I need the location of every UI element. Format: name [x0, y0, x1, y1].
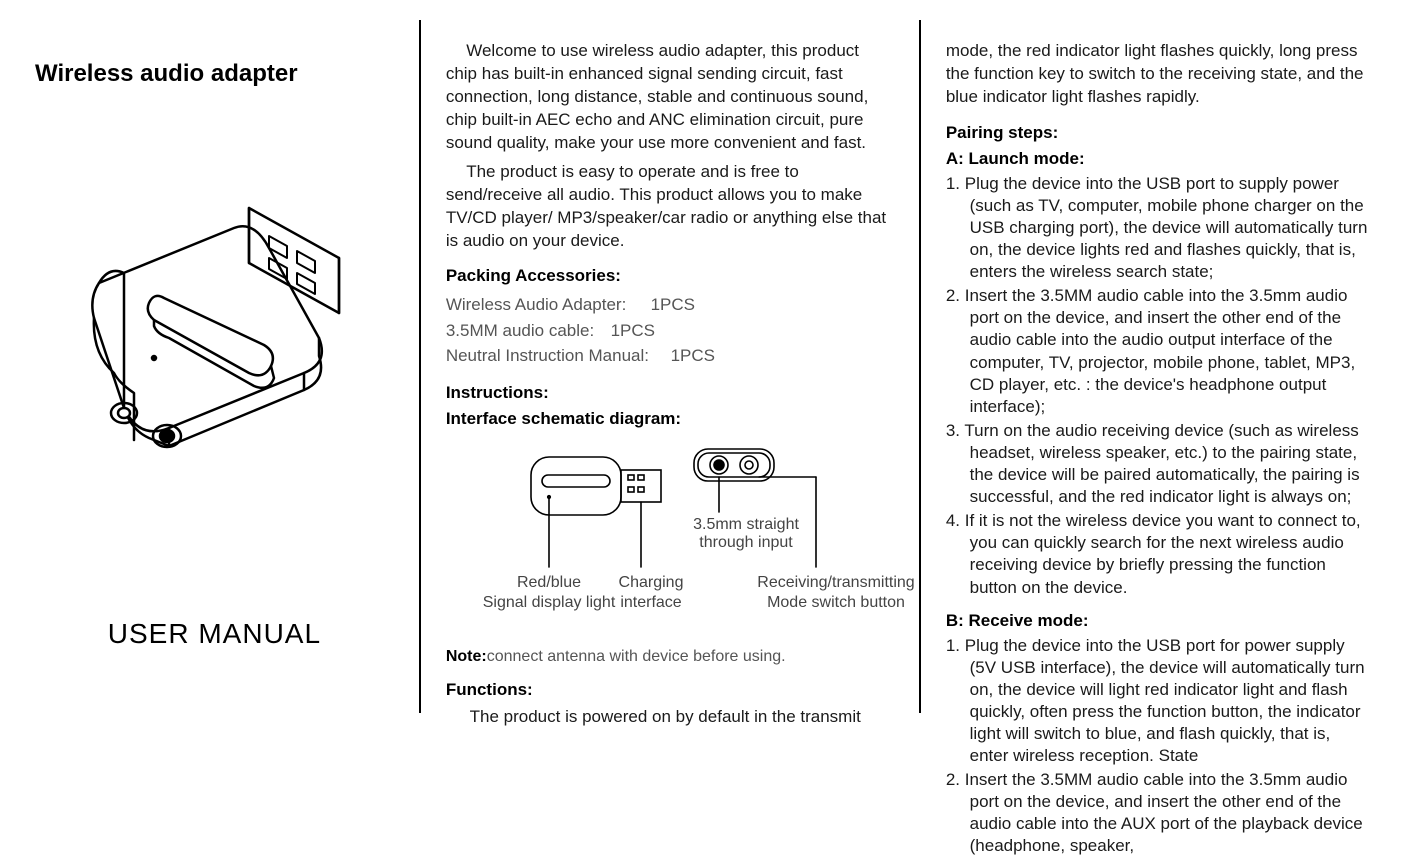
functions-continued: mode, the red indicator light flashes qu…: [946, 40, 1369, 109]
receive-steps: 1. Plug the device into the USB port for…: [946, 635, 1369, 858]
schem-label-signal: Red/blueSignal display light: [483, 574, 616, 611]
note-line: Note:connect antenna with device before …: [446, 648, 894, 666]
launch-step: 4. If it is not the wireless device you …: [946, 510, 1369, 598]
user-manual-label: USER MANUAL: [35, 618, 394, 650]
packing-qty: 1PCS: [611, 321, 655, 340]
device-illustration: [69, 188, 359, 488]
receive-step: 2. Insert the 3.5MM audio cable into the…: [946, 769, 1369, 857]
packing-label: Wireless Audio Adapter:: [446, 292, 646, 318]
schem-label-charging: Charginginterface: [618, 574, 683, 611]
receive-step: 1. Plug the device into the USB port for…: [946, 635, 1369, 768]
packing-list: Wireless Audio Adapter: 1PCS 3.5MM audio…: [446, 292, 894, 369]
packing-label: 3.5MM audio cable:: [446, 318, 606, 344]
launch-step: 2. Insert the 3.5MM audio cable into the…: [946, 285, 1369, 418]
receive-mode-heading: B: Receive mode:: [946, 611, 1369, 631]
intro-paragraph-1: Welcome to use wireless audio adapter, t…: [446, 40, 894, 155]
schem-label-input: 3.5mm straightthrough input: [693, 516, 799, 551]
intro-paragraph-2: The product is easy to operate and is fr…: [446, 161, 894, 253]
packing-qty: 1PCS: [651, 295, 695, 314]
launch-steps: 1. Plug the device into the USB port to …: [946, 173, 1369, 599]
product-title: Wireless audio adapter: [35, 60, 394, 88]
packing-heading: Packing Accessories:: [446, 266, 894, 286]
functions-heading: Functions:: [446, 680, 894, 700]
schematic-heading: Interface schematic diagram:: [446, 409, 894, 429]
packing-label: Neutral Instruction Manual:: [446, 343, 666, 369]
packing-qty: 1PCS: [671, 346, 715, 365]
column-instructions: Welcome to use wireless audio adapter, t…: [421, 20, 921, 713]
functions-paragraph: The product is powered on by default in …: [446, 706, 894, 729]
note-text: connect antenna with device before using…: [487, 648, 786, 665]
packing-item: 3.5MM audio cable: 1PCS: [446, 318, 894, 344]
launch-step: 3. Turn on the audio receiving device (s…: [946, 420, 1369, 508]
column-pairing: mode, the red indicator light flashes qu…: [921, 20, 1394, 713]
launch-mode-heading: A: Launch mode:: [946, 149, 1369, 169]
launch-step: 1. Plug the device into the USB port to …: [946, 173, 1369, 283]
schem-label-mode: Receiving/transmittingMode switch button: [757, 574, 914, 611]
column-cover: Wireless audio adapter: [10, 20, 421, 713]
instructions-heading: Instructions:: [446, 383, 894, 403]
schematic-diagram: 3.5mm straightthrough input Red/blueSign…: [476, 437, 894, 642]
packing-item: Neutral Instruction Manual: 1PCS: [446, 343, 894, 369]
packing-item: Wireless Audio Adapter: 1PCS: [446, 292, 894, 318]
note-label: Note:: [446, 648, 487, 665]
manual-page: Wireless audio adapter: [0, 0, 1404, 733]
pairing-heading: Pairing steps:: [946, 123, 1369, 143]
